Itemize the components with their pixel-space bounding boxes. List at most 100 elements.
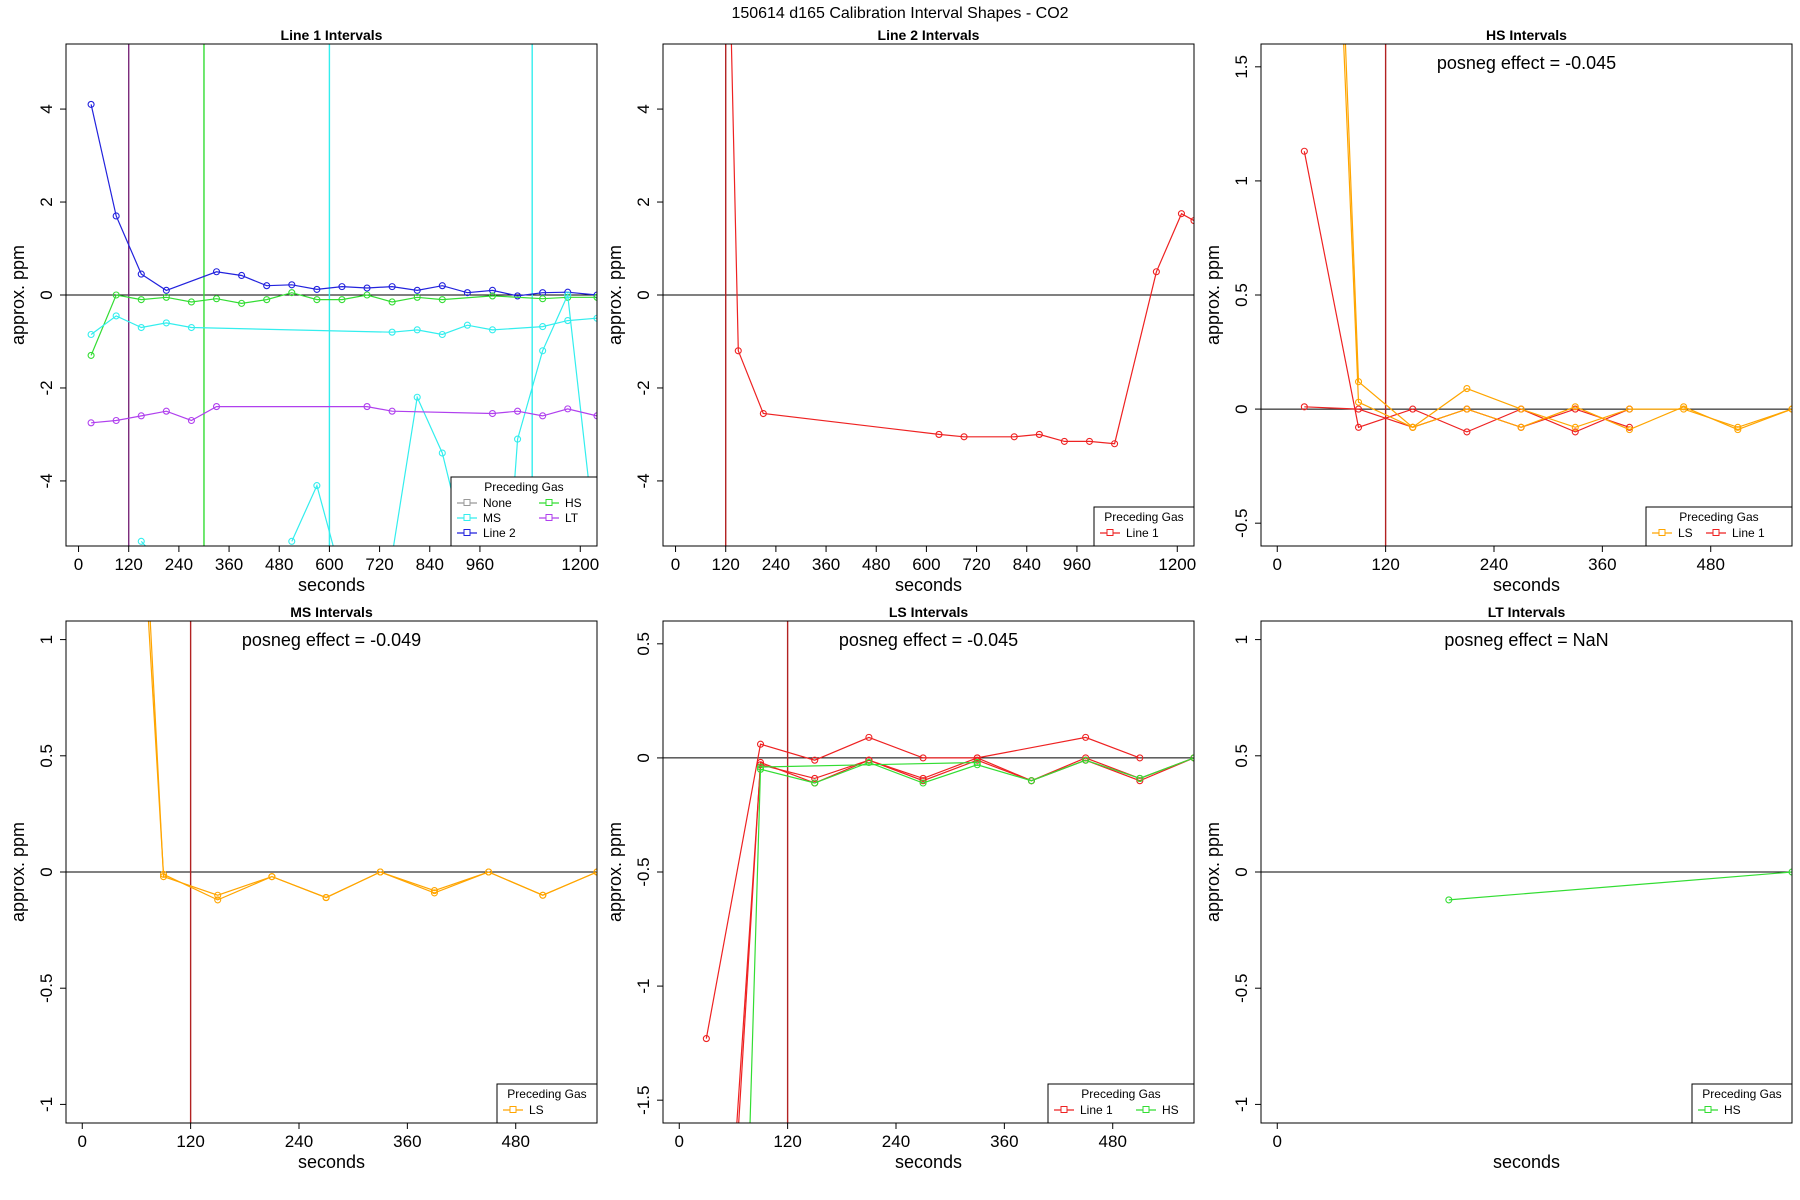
data-point bbox=[137, 323, 145, 332]
panel-title: LT Intervals bbox=[1488, 604, 1566, 620]
legend-entry: HS bbox=[565, 496, 582, 510]
x-tick-label: 840 bbox=[416, 555, 444, 574]
series-line-line-2 bbox=[90, 104, 597, 297]
data-point bbox=[1035, 430, 1043, 438]
data-point bbox=[593, 412, 597, 420]
data-point bbox=[593, 314, 597, 322]
data-point bbox=[811, 756, 819, 764]
plot-frame bbox=[1260, 43, 1793, 547]
x-axis-label: seconds bbox=[298, 575, 365, 595]
legend-swatch-marker bbox=[463, 529, 471, 536]
posneg-annotation: posneg effect = -0.049 bbox=[242, 630, 421, 650]
data-point bbox=[1354, 405, 1363, 413]
x-tick-label: 120 bbox=[773, 1132, 801, 1151]
data-point bbox=[1625, 426, 1633, 434]
y-tick-label: 0.5 bbox=[1232, 283, 1251, 307]
x-tick-label: 480 bbox=[1697, 555, 1725, 574]
data-point bbox=[865, 756, 873, 764]
data-point bbox=[112, 291, 120, 299]
y-tick-label: -4 bbox=[37, 473, 56, 488]
y-tick-label: 0.5 bbox=[37, 744, 56, 768]
panel-4: MS Intervals 0 120 240 360 480 -1 -0.5 0 0.5 1 seco… bbox=[8, 604, 598, 1172]
y-tick-label: -0.5 bbox=[37, 974, 56, 1003]
data-point bbox=[1027, 777, 1035, 785]
data-point bbox=[338, 283, 346, 291]
data-point bbox=[112, 312, 120, 320]
y-tick-label: 0 bbox=[634, 753, 653, 762]
data-point bbox=[1734, 426, 1742, 434]
legend-box bbox=[450, 476, 598, 547]
y-tick-label: 0.5 bbox=[634, 632, 653, 656]
data-point bbox=[865, 733, 873, 741]
data-point bbox=[811, 779, 819, 787]
data-point bbox=[1463, 385, 1471, 393]
x-tick-label: 720 bbox=[962, 555, 990, 574]
panel-title: LS Intervals bbox=[889, 604, 969, 620]
data-point bbox=[363, 403, 371, 411]
data-point bbox=[1136, 777, 1144, 785]
data-point bbox=[1354, 398, 1363, 406]
series-line-lt bbox=[91, 406, 597, 424]
panel-title: Line 2 Intervals bbox=[878, 27, 980, 43]
data-point bbox=[145, 613, 151, 619]
data-point bbox=[137, 412, 145, 420]
series-line-ls bbox=[149, 621, 597, 899]
x-tick-label: 360 bbox=[215, 555, 243, 574]
legend-swatch-marker bbox=[545, 514, 553, 521]
y-tick-label: -0.5 bbox=[634, 857, 653, 886]
data-point bbox=[1517, 405, 1525, 413]
data-point bbox=[87, 419, 95, 427]
data-point bbox=[388, 298, 396, 306]
data-point bbox=[313, 482, 321, 490]
x-tick-label: 360 bbox=[812, 555, 840, 574]
data-point bbox=[919, 754, 927, 762]
data-point bbox=[438, 449, 446, 457]
y-tick-label: -4 bbox=[634, 473, 653, 488]
legend-entry: HS bbox=[1162, 1103, 1179, 1117]
data-point bbox=[288, 281, 296, 289]
data-point bbox=[1463, 428, 1471, 436]
panel-title: MS Intervals bbox=[290, 604, 373, 620]
data-point bbox=[238, 271, 246, 280]
data-point bbox=[288, 289, 296, 297]
x-tick-label: 240 bbox=[762, 555, 790, 574]
data-point bbox=[1136, 754, 1144, 762]
data-point bbox=[539, 347, 547, 355]
data-point bbox=[756, 763, 765, 771]
y-tick-label: 1 bbox=[37, 635, 56, 644]
series-line-ls bbox=[147, 621, 597, 901]
data-point bbox=[413, 326, 421, 334]
legend-entry: LS bbox=[1678, 526, 1693, 540]
x-tick-label: 1200 bbox=[1158, 555, 1196, 574]
legend-entry: Line 1 bbox=[1732, 526, 1765, 540]
x-tick-label: 1200 bbox=[561, 555, 599, 574]
plot-area bbox=[66, 613, 597, 1123]
figure-title: 150614 d165 Calibration Interval Shapes … bbox=[731, 5, 1068, 22]
legend-title: Preceding Gas bbox=[1702, 1087, 1781, 1101]
data-point bbox=[388, 407, 396, 415]
y-axis-label: approx. ppm bbox=[8, 245, 28, 345]
data-point bbox=[430, 889, 438, 897]
data-point bbox=[539, 412, 547, 420]
data-point bbox=[747, 1131, 753, 1137]
legend-swatch-marker bbox=[509, 1106, 517, 1113]
legend-swatch-marker bbox=[545, 499, 553, 506]
x-tick-label: 240 bbox=[285, 1132, 313, 1151]
series-line-line-1 bbox=[705, 736, 1141, 1039]
x-axis-label: seconds bbox=[895, 575, 962, 595]
y-axis-label: approx. ppm bbox=[1203, 245, 1223, 345]
data-point bbox=[564, 291, 572, 299]
y-tick-label: 0.5 bbox=[1232, 744, 1251, 768]
data-point bbox=[322, 894, 330, 902]
legend-entry: LT bbox=[565, 511, 579, 525]
legend-entry: Line 1 bbox=[1126, 526, 1159, 540]
x-axis-label: seconds bbox=[1493, 575, 1560, 595]
legend-entry: LS bbox=[529, 1103, 544, 1117]
y-tick-label: 0 bbox=[1232, 404, 1251, 413]
legend-swatch-marker bbox=[463, 499, 471, 506]
data-point bbox=[759, 409, 767, 418]
plot-area bbox=[1261, 868, 1792, 904]
